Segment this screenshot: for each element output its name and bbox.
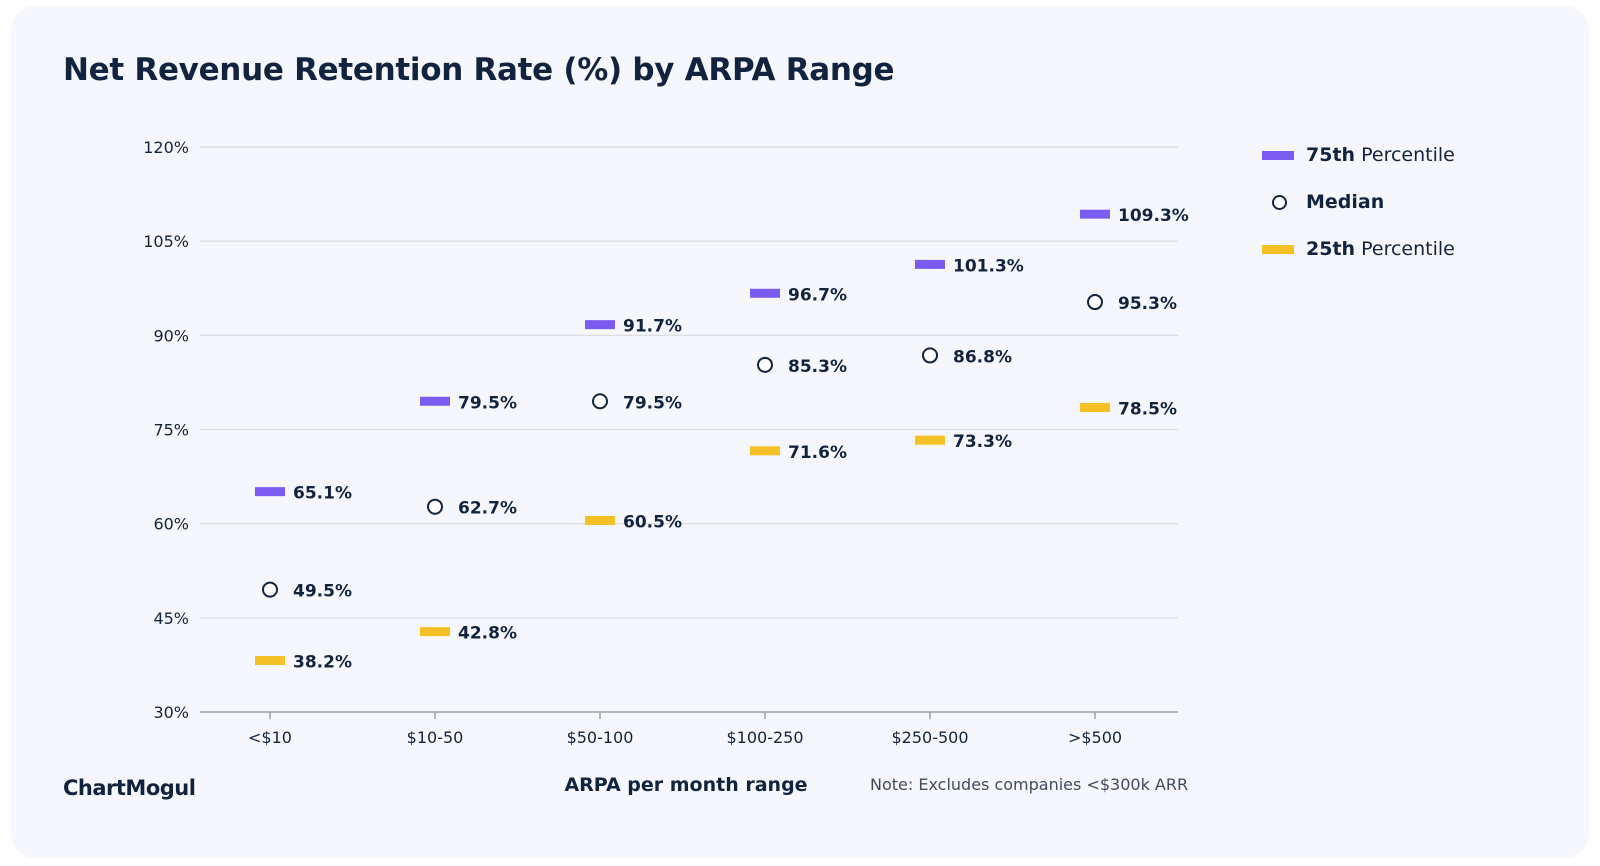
y-tick-label: 120%: [143, 138, 189, 157]
p75-cap: [585, 320, 615, 330]
p75-cap: [420, 396, 450, 406]
p25-value-label: 73.3%: [953, 432, 1012, 452]
y-tick-label: 75%: [153, 421, 189, 440]
median-value-label: 62.7%: [458, 499, 517, 519]
p25-cap: [420, 627, 450, 637]
p25-value-label: 78.5%: [1118, 400, 1177, 420]
chart-card: [10, 6, 1590, 858]
median-value-label: 95.3%: [1118, 294, 1177, 314]
p75-cap: [255, 487, 285, 497]
p75-value-label: 65.1%: [293, 484, 352, 504]
median-marker: [1087, 294, 1103, 311]
p75-cap: [1080, 209, 1110, 219]
x-tick-label: $10-50: [407, 728, 464, 747]
x-tick-label: >$500: [1068, 728, 1122, 747]
p75-value-label: 101.3%: [953, 256, 1024, 276]
chart-title: Net Revenue Retention Rate (%) by ARPA R…: [63, 52, 895, 88]
x-tick-label: $250-500: [891, 728, 968, 747]
p25-cap: [750, 446, 780, 456]
y-tick-label: 105%: [143, 232, 189, 251]
median-marker: [262, 581, 278, 598]
p25-cap: [915, 435, 945, 445]
median-value-label: 85.3%: [788, 357, 847, 377]
p25-value-label: 42.8%: [458, 624, 517, 644]
y-tick-label: 60%: [153, 515, 189, 534]
p75-value-label: 79.5%: [458, 393, 517, 413]
p25-value-label: 38.2%: [293, 653, 352, 673]
median-value-label: 79.5%: [623, 393, 682, 413]
legend-label-median: Median: [1306, 191, 1385, 213]
y-tick-label: 90%: [153, 326, 189, 345]
x-axis-title: ARPA per month range: [564, 774, 807, 796]
legend-label-p75: 75th Percentile: [1306, 144, 1455, 166]
p25-cap: [1080, 403, 1110, 413]
x-tick-label: $50-100: [567, 728, 634, 747]
median-value-label: 86.8%: [953, 347, 1012, 367]
p25-value-label: 71.6%: [788, 443, 847, 463]
median-marker: [922, 347, 938, 364]
footnote: Note: Excludes companies <$300k ARR: [870, 775, 1189, 794]
x-tick-label: <$10: [248, 728, 292, 747]
legend-swatch-p75: [1262, 151, 1294, 160]
p25-cap: [255, 656, 285, 666]
y-tick-label: 45%: [153, 609, 189, 628]
brand-logo: ChartMogul: [63, 776, 196, 800]
legend-swatch-p25: [1262, 245, 1294, 254]
p25-cap: [585, 516, 615, 526]
x-tick-label: $100-250: [726, 728, 803, 747]
p75-cap: [915, 259, 945, 269]
median-marker: [427, 498, 443, 515]
median-value-label: 49.5%: [293, 582, 352, 602]
p75-value-label: 96.7%: [788, 285, 847, 305]
p75-value-label: 91.7%: [623, 317, 682, 337]
median-marker: [592, 393, 608, 410]
legend-label-p25: 25th Percentile: [1306, 238, 1455, 260]
y-tick-label: 30%: [153, 703, 189, 722]
legend-swatch-median: [1272, 195, 1287, 210]
p75-cap: [750, 288, 780, 298]
p25-value-label: 60.5%: [623, 513, 682, 533]
median-marker: [757, 356, 773, 373]
p75-value-label: 109.3%: [1118, 206, 1189, 226]
